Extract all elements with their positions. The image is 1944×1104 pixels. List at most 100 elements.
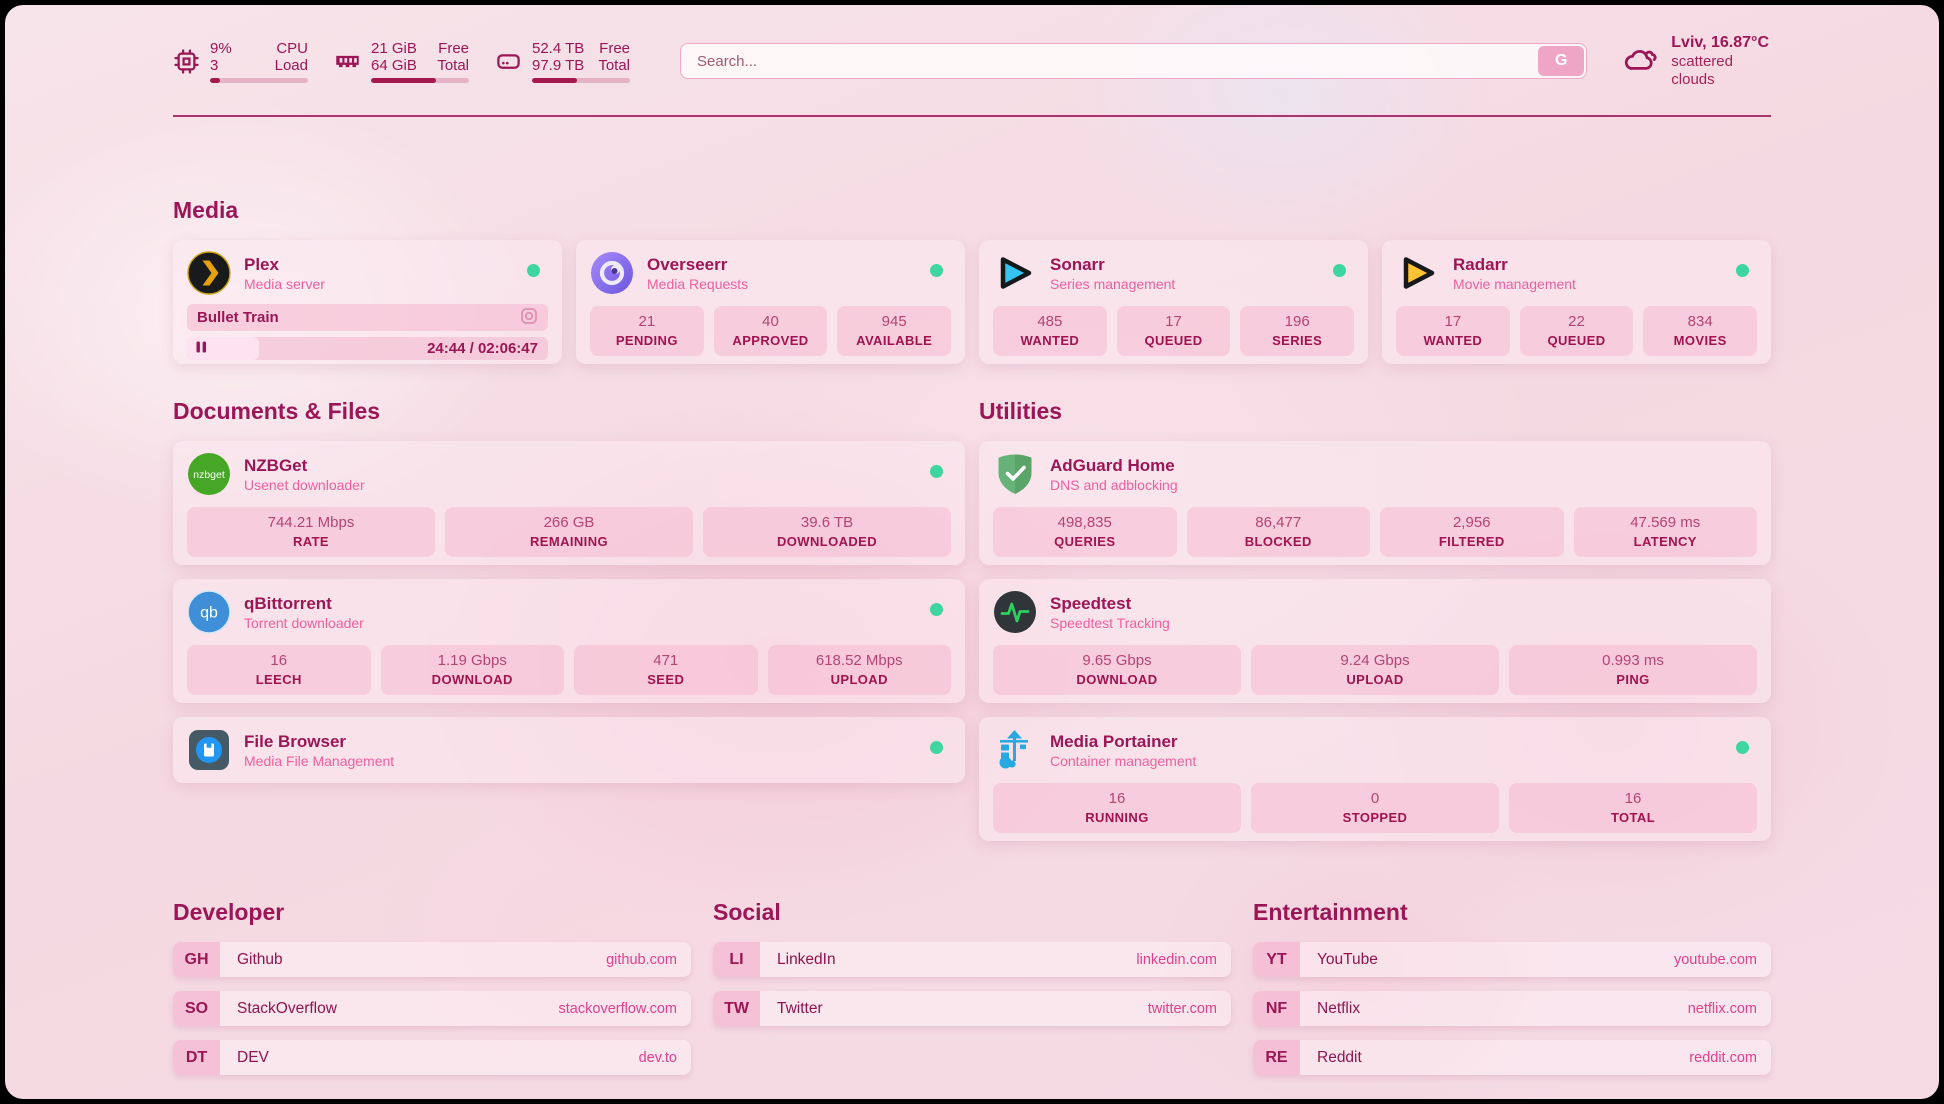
bookmark-twitter[interactable]: TW Twitter twitter.com — [713, 991, 1231, 1026]
bookmark-abbr: YT — [1253, 942, 1300, 977]
memory-free-value: 21 GiB — [371, 39, 417, 57]
cpu-label-bottom: Load — [274, 56, 308, 74]
bookmark-stackoverflow[interactable]: SO StackOverflow stackoverflow.com — [173, 991, 691, 1026]
stat-tile: 16 LEECH — [187, 645, 371, 695]
stat-tile: 86,477 BLOCKED — [1186, 507, 1370, 557]
service-subtitle: Movie management — [1453, 275, 1576, 292]
stat-tile: 1.19 Gbps DOWNLOAD — [380, 645, 564, 695]
status-dot — [930, 264, 943, 277]
bookmark-reddit[interactable]: RE Reddit reddit.com — [1253, 1040, 1771, 1075]
svg-text:qb: qb — [200, 605, 218, 622]
bookmark-netflix[interactable]: NF Netflix netflix.com — [1253, 991, 1771, 1026]
radarr-icon — [1396, 251, 1440, 295]
service-subtitle: Series management — [1050, 275, 1176, 292]
service-card-portainer[interactable]: Media Portainer Container management 16 … — [979, 717, 1771, 841]
service-name: qBittorrent — [244, 593, 332, 613]
disk-icon — [495, 48, 522, 75]
service-subtitle: Container management — [1050, 752, 1197, 769]
now-playing-row: Bullet Train — [187, 304, 548, 331]
stat-tile: 40 APPROVED — [713, 306, 828, 356]
bookmark-abbr: RE — [1253, 1040, 1300, 1075]
bookmark-name: DEV — [237, 1048, 269, 1066]
service-name: Radarr — [1453, 254, 1508, 274]
bookmark-abbr: LI — [713, 942, 760, 977]
stat-tile: 17 QUEUED — [1116, 306, 1231, 356]
qbittorrent-icon: qb — [187, 590, 231, 634]
bookmark-name: Netflix — [1317, 999, 1361, 1017]
bookmark-youtube[interactable]: YT YouTube youtube.com — [1253, 942, 1771, 977]
storage-total-value: 97.9 TB — [532, 56, 585, 74]
bookmark-name: Github — [237, 950, 283, 968]
service-card-sonarr[interactable]: Sonarr Series management 485 WANTED 17 Q… — [979, 240, 1368, 364]
bookmark-dev[interactable]: DT DEV dev.to — [173, 1040, 691, 1075]
service-name: Sonarr — [1050, 254, 1105, 274]
playback-time: 24:44 / 02:06:47 — [427, 340, 538, 357]
service-card-adguard[interactable]: AdGuard Home DNS and adblocking 498,835 … — [979, 441, 1771, 565]
memory-total-value: 64 GiB — [371, 56, 417, 74]
status-dot — [930, 741, 943, 754]
service-subtitle: Media server — [244, 275, 325, 292]
stat-tile: 485 WANTED — [993, 306, 1107, 356]
service-name: Speedtest — [1050, 593, 1132, 613]
pause-icon — [196, 340, 207, 358]
svg-text:nzbget: nzbget — [193, 469, 225, 481]
bookmark-name: LinkedIn — [777, 950, 836, 968]
now-playing-title: Bullet Train — [197, 309, 279, 326]
section-title-documents: Documents & Files — [173, 398, 381, 424]
search-engine-button[interactable]: G — [1538, 46, 1585, 76]
bookmark-name: YouTube — [1317, 950, 1378, 968]
bookmark-abbr: TW — [713, 991, 760, 1026]
speedtest-icon — [993, 590, 1037, 634]
service-card-filebrowser[interactable]: File Browser Media File Management — [173, 717, 965, 783]
bookmark-url: github.com — [606, 951, 677, 968]
topbar: 9% CPU 3 Load 21 GiB Free — [173, 33, 1771, 89]
bookmark-name: StackOverflow — [237, 999, 337, 1017]
status-dot — [1736, 741, 1749, 754]
stat-tile: 196 SERIES — [1240, 306, 1354, 356]
plex-icon — [187, 251, 231, 295]
storage-label-top: Free — [599, 39, 630, 57]
bookmark-abbr: SO — [173, 991, 220, 1026]
service-card-plex[interactable]: Plex Media server Bullet Train 24 — [173, 240, 562, 364]
adguard-icon — [993, 452, 1037, 496]
playback-progressbar: 24:44 / 02:06:47 — [187, 337, 548, 360]
nzbget-icon: nzbget — [187, 452, 231, 496]
status-dot — [930, 603, 943, 616]
service-card-speedtest[interactable]: Speedtest Speedtest Tracking 9.65 Gbps D… — [979, 579, 1771, 703]
stat-tile: 21 PENDING — [590, 306, 704, 356]
search-bar: G — [680, 43, 1588, 79]
bookmark-name: Reddit — [1317, 1048, 1362, 1066]
bookmark-url: linkedin.com — [1136, 951, 1217, 968]
stat-tile: 0.993 ms PING — [1509, 645, 1757, 695]
service-card-radarr[interactable]: Radarr Movie management 17 WANTED 22 QUE… — [1382, 240, 1771, 364]
service-subtitle: Speedtest Tracking — [1050, 614, 1170, 631]
service-name: Overseerr — [647, 254, 728, 274]
section-title-media: Media — [173, 197, 239, 223]
service-subtitle: Media File Management — [244, 752, 395, 769]
ram-icon — [334, 48, 361, 75]
stat-tile: 471 SEED — [574, 645, 758, 695]
cloud-icon — [1621, 44, 1659, 79]
stat-tile: 17 WANTED — [1396, 306, 1510, 356]
bookmark-name: Twitter — [777, 999, 823, 1017]
memory-widget: 21 GiB Free 64 GiB Total — [334, 40, 469, 83]
service-subtitle: Torrent downloader — [244, 614, 364, 631]
cpu-icon — [173, 48, 200, 75]
weather-widget: Lviv, 16.87°C scattered clouds — [1621, 33, 1771, 89]
cpu-progressbar — [210, 77, 308, 83]
search-input[interactable] — [680, 43, 1588, 79]
stat-tile: 2,956 FILTERED — [1380, 507, 1564, 557]
service-name: Plex — [244, 254, 279, 274]
service-card-nzbget[interactable]: nzbget NZBGet Usenet downloader 744.21 M… — [173, 441, 965, 565]
bookmark-url: youtube.com — [1673, 951, 1757, 968]
bookmark-linkedin[interactable]: LI LinkedIn linkedin.com — [713, 942, 1231, 977]
status-dot — [1333, 264, 1346, 277]
stat-tile: 618.52 Mbps UPLOAD — [767, 645, 951, 695]
service-subtitle: DNS and adblocking — [1050, 476, 1178, 493]
storage-free-value: 52.4 TB — [532, 39, 585, 57]
service-card-overseerr[interactable]: Overseerr Media Requests 21 PENDING 40 A… — [576, 240, 965, 364]
weather-condition: scattered clouds — [1671, 53, 1733, 88]
service-card-qbittorrent[interactable]: qb qBittorrent Torrent downloader 16 LEE… — [173, 579, 965, 703]
bookmark-github[interactable]: GH Github github.com — [173, 942, 691, 977]
status-dot — [930, 465, 943, 478]
